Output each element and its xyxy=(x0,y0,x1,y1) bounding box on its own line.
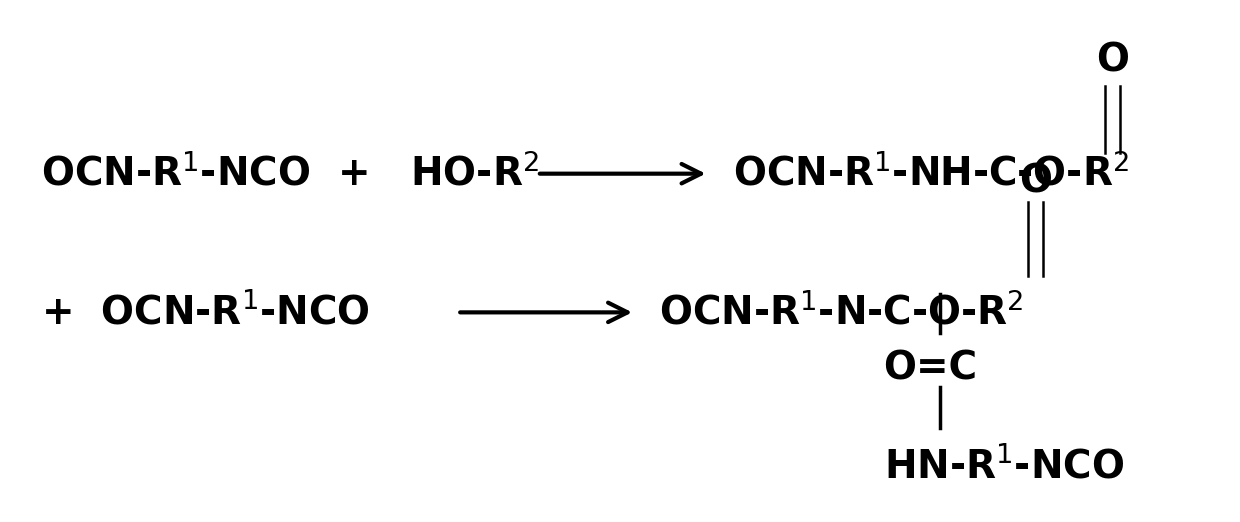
Text: O=C: O=C xyxy=(884,350,977,388)
Text: +  OCN-R$^{1}$-NCO: + OCN-R$^{1}$-NCO xyxy=(41,293,370,332)
Text: O: O xyxy=(1096,42,1130,80)
Text: O: O xyxy=(1019,162,1052,200)
Text: HN-R$^{1}$-NCO: HN-R$^{1}$-NCO xyxy=(884,447,1123,486)
Text: OCN-R$^{1}$-NCO  +   HO-R$^{2}$: OCN-R$^{1}$-NCO + HO-R$^{2}$ xyxy=(41,154,539,194)
Text: OCN-R$^{1}$-NH-C-O-R$^{2}$: OCN-R$^{1}$-NH-C-O-R$^{2}$ xyxy=(733,154,1128,194)
Text: OCN-R$^{1}$-N-C-O-R$^{2}$: OCN-R$^{1}$-N-C-O-R$^{2}$ xyxy=(660,292,1024,332)
